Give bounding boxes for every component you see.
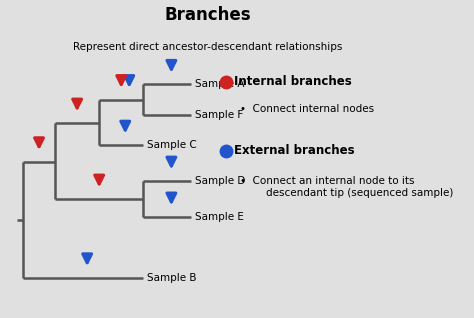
Text: Sample C: Sample C bbox=[146, 140, 196, 150]
Text: Sample F: Sample F bbox=[195, 110, 243, 120]
Text: Sample E: Sample E bbox=[195, 212, 244, 222]
Text: Sample A: Sample A bbox=[195, 80, 244, 89]
Text: Branches: Branches bbox=[164, 6, 251, 24]
Text: Sample D: Sample D bbox=[195, 176, 245, 186]
Text: •  Connect internal nodes: • Connect internal nodes bbox=[239, 104, 374, 114]
Text: Sample B: Sample B bbox=[146, 273, 196, 283]
Text: External branches: External branches bbox=[234, 144, 354, 157]
Text: Internal branches: Internal branches bbox=[234, 75, 351, 88]
Text: •  Connect an internal node to its
        descendant tip (sequenced sample): • Connect an internal node to its descen… bbox=[239, 176, 453, 197]
Text: Represent direct ancestor-descendant relationships: Represent direct ancestor-descendant rel… bbox=[73, 42, 342, 52]
